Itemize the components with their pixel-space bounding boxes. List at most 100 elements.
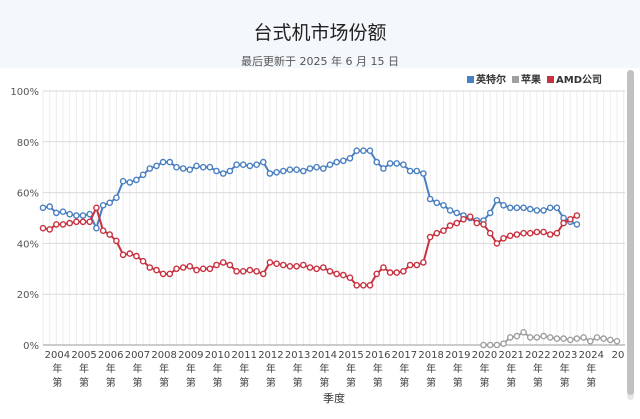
x-tick-label: 2010: [205, 350, 230, 361]
data-point: [46, 203, 54, 210]
x-tick-label: 第: [426, 376, 436, 389]
x-tick-label: 2012: [258, 350, 283, 361]
data-point: [133, 252, 140, 260]
y-tick-label: 40%: [17, 239, 39, 250]
data-point: [326, 161, 334, 168]
x-tick-label: 2015: [338, 350, 363, 361]
y-tick-label: 100%: [10, 87, 39, 98]
data-point: [460, 215, 467, 223]
x-tick-label: 年: [506, 362, 516, 375]
data-point: [93, 224, 100, 232]
data-point: [360, 281, 367, 289]
x-tick-label: 年: [106, 362, 116, 375]
data-point: [560, 219, 567, 227]
data-point: [313, 163, 320, 171]
data-point: [587, 337, 594, 345]
data-point: [486, 229, 494, 237]
scrollbar-thumb[interactable]: [627, 70, 634, 395]
data-point: [299, 261, 307, 269]
data-point: [506, 334, 514, 341]
data-point: [193, 266, 200, 274]
data-point: [253, 161, 260, 168]
legend-label-0: 英特尔: [475, 73, 506, 86]
data-point: [119, 177, 127, 185]
data-point: [613, 337, 621, 345]
data-point: [99, 201, 107, 209]
data-point: [59, 221, 67, 228]
y-tick-label: 80%: [17, 138, 39, 149]
data-point: [513, 332, 521, 340]
x-tick-label: 年: [373, 362, 383, 375]
data-point: [400, 161, 407, 168]
data-point: [333, 270, 341, 278]
data-point: [273, 260, 280, 267]
data-point: [353, 147, 361, 154]
data-point: [380, 165, 387, 172]
data-point: [546, 334, 554, 341]
data-point: [253, 267, 260, 275]
x-tick-label: 第: [373, 376, 383, 389]
data-point: [213, 167, 220, 175]
data-point: [273, 169, 280, 176]
data-point: [259, 270, 267, 278]
x-tick-label: 年: [480, 362, 490, 375]
data-point: [333, 158, 341, 166]
x-tick-label: 第: [213, 376, 223, 389]
data-point: [526, 205, 534, 213]
x-tick-label: 第: [533, 376, 543, 389]
market-share-line-chart: 0%20%40%60%80%100%2004年第2005年第2006年第2007…: [10, 73, 625, 405]
data-point: [433, 229, 441, 237]
data-point: [480, 341, 487, 349]
data-point: [386, 160, 394, 167]
data-point: [533, 334, 541, 341]
data-point: [146, 165, 154, 172]
data-point: [106, 199, 113, 207]
x-tick-label: 第: [399, 376, 409, 389]
data-point: [153, 266, 160, 274]
x-tick-label: 年: [213, 362, 223, 375]
data-point: [179, 165, 187, 172]
vertical-scrollbar[interactable]: [627, 70, 634, 400]
data-point: [206, 265, 214, 273]
data-point: [126, 250, 134, 257]
data-point: [113, 237, 120, 245]
legend-label-1: 苹果: [521, 73, 542, 86]
y-tick-label: 0%: [23, 341, 39, 352]
data-point: [380, 264, 387, 271]
data-point: [213, 261, 220, 269]
data-point: [573, 221, 581, 228]
data-point: [433, 199, 441, 207]
x-tick-label: 年: [319, 362, 329, 375]
x-tick-label: 2014: [312, 350, 337, 361]
data-point: [159, 158, 167, 166]
data-point: [53, 221, 60, 228]
data-point: [446, 207, 454, 214]
x-tick-label: 2005: [71, 350, 96, 361]
data-point: [186, 166, 194, 173]
x-tick-label: 年: [79, 362, 89, 375]
data-point: [413, 261, 421, 269]
data-point: [173, 265, 180, 273]
x-tick-label: 第: [586, 376, 596, 389]
x-tick-label: 第: [293, 376, 303, 389]
x-tick-label: 第: [346, 376, 356, 389]
x-tick-label: 2024: [579, 350, 604, 361]
data-point: [139, 257, 147, 265]
data-point: [506, 204, 514, 212]
data-point: [440, 201, 447, 209]
data-point: [533, 207, 541, 214]
data-point: [526, 229, 534, 237]
x-tick-label: 第: [506, 376, 516, 389]
data-point: [173, 163, 180, 171]
x-tick-label: 年: [399, 362, 409, 375]
y-tick-label: 20%: [17, 290, 39, 301]
data-point: [540, 228, 547, 236]
y-tick-label: 60%: [17, 189, 39, 200]
data-point: [580, 334, 587, 341]
data-point: [293, 166, 300, 173]
data-point: [493, 341, 501, 349]
data-point: [319, 264, 327, 271]
legend-label-2: AMD公司: [556, 74, 602, 86]
x-tick-label: 2019: [445, 350, 470, 361]
data-point: [313, 265, 320, 273]
